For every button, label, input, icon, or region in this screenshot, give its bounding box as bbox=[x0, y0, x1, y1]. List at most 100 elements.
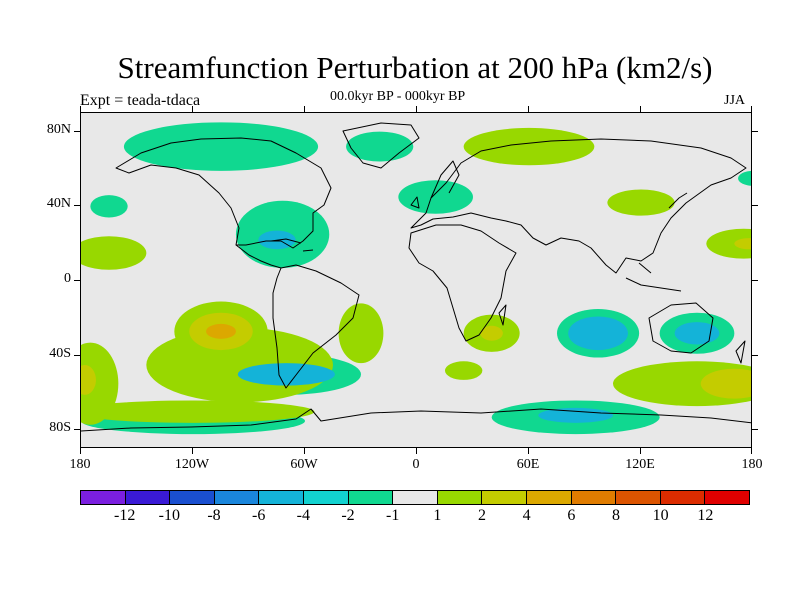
contour-region-4 bbox=[480, 325, 503, 341]
lon-tick-label: 120E bbox=[625, 457, 655, 472]
contour-region--2 bbox=[398, 180, 473, 214]
experiment-label: Expt = teada-tdaca bbox=[80, 92, 201, 109]
contour-region--2 bbox=[90, 195, 128, 218]
colorbar-label: -12 bbox=[113, 507, 136, 524]
lat-tick bbox=[752, 429, 758, 431]
colorbar-label: 1 bbox=[433, 507, 442, 524]
colorbar-label: -1 bbox=[385, 507, 400, 524]
coastline-antarctica bbox=[81, 408, 751, 432]
coastline-africa bbox=[408, 224, 517, 342]
lat-tick bbox=[74, 429, 80, 431]
lat-tick bbox=[74, 205, 80, 207]
coastline-central-america bbox=[235, 244, 282, 269]
lon-tick bbox=[80, 448, 81, 454]
lon-tick bbox=[80, 106, 81, 112]
colorbar-label: 8 bbox=[612, 507, 620, 524]
coastline-britain bbox=[410, 196, 420, 209]
colorbar-bin bbox=[526, 491, 572, 504]
colorbar-bin bbox=[660, 491, 706, 504]
contour-region-2 bbox=[607, 189, 675, 216]
lat-tick bbox=[74, 280, 80, 281]
coastline-madagascar bbox=[498, 304, 507, 326]
lat-tick bbox=[74, 130, 80, 132]
coastline-scandinavia bbox=[430, 160, 460, 199]
colorbar-bin bbox=[170, 491, 215, 504]
lon-tick bbox=[751, 106, 752, 112]
contour-region--2 bbox=[346, 131, 414, 162]
lon-tick-label: 0 bbox=[412, 457, 420, 472]
colorbar-bin bbox=[259, 491, 304, 504]
colorbar-bin bbox=[214, 491, 260, 504]
lon-tick bbox=[751, 448, 752, 454]
lat-tick bbox=[752, 354, 758, 356]
contour-regions bbox=[81, 122, 751, 435]
lon-tick bbox=[640, 448, 641, 454]
lon-tick-label: 180 bbox=[741, 457, 763, 472]
lat-tick bbox=[752, 280, 758, 281]
colorbar-bin bbox=[393, 491, 438, 504]
colorbar-bin bbox=[571, 491, 617, 504]
colorbar-label: -10 bbox=[158, 507, 180, 524]
chart-title: Streamfunction Perturbation at 200 hPa (… bbox=[117, 50, 713, 85]
colorbar-bin bbox=[616, 491, 661, 504]
coastline-new-zealand bbox=[735, 340, 746, 364]
lon-tick bbox=[640, 106, 641, 112]
coastline-south-america bbox=[272, 264, 360, 389]
lon-tick bbox=[416, 106, 417, 112]
coastlines bbox=[81, 122, 751, 432]
contour-region-4 bbox=[734, 238, 751, 250]
colorbar-bin bbox=[482, 491, 527, 504]
lon-tick bbox=[304, 448, 305, 454]
contour-region-2 bbox=[338, 303, 384, 364]
coastline-japan bbox=[668, 192, 688, 209]
lon-tick bbox=[528, 106, 529, 112]
contour-region--4 bbox=[237, 363, 335, 386]
contour-region-6 bbox=[206, 323, 236, 339]
colorbar-label: 2 bbox=[478, 507, 486, 524]
contour-region-2 bbox=[81, 236, 147, 270]
colorbar-bin bbox=[81, 491, 126, 504]
contour-region-4 bbox=[700, 368, 751, 399]
colorbar-label: 4 bbox=[522, 507, 531, 524]
contour-region--4 bbox=[538, 407, 613, 423]
contour-region-2 bbox=[463, 127, 595, 166]
lat-tick-label: 40N bbox=[46, 196, 71, 212]
lon-tick bbox=[304, 106, 305, 112]
lat-tick-label: 0 bbox=[64, 271, 71, 286]
colorbar-bin bbox=[348, 491, 394, 504]
coastline-indonesia bbox=[625, 262, 682, 292]
map-frame bbox=[80, 112, 752, 448]
contour-region--2 bbox=[738, 170, 751, 186]
lat-tick-label: 80N bbox=[46, 121, 71, 137]
lon-tick-label: 60W bbox=[290, 457, 318, 472]
contour-region--4 bbox=[568, 316, 628, 351]
colorbar-bin bbox=[705, 491, 749, 504]
lon-tick bbox=[192, 106, 193, 112]
season-label: JJA bbox=[724, 93, 746, 108]
contour-region-2 bbox=[445, 361, 483, 380]
colorbar-label: 10 bbox=[652, 507, 669, 524]
coastline-eurasia bbox=[410, 138, 747, 274]
lon-tick bbox=[528, 448, 529, 454]
colorbar-label: -4 bbox=[296, 507, 310, 524]
lon-tick bbox=[192, 448, 193, 454]
colorbar-bin bbox=[125, 491, 171, 504]
lat-tick bbox=[752, 205, 758, 207]
contour-region-4 bbox=[81, 365, 96, 395]
colorbar-label: 6 bbox=[567, 507, 576, 524]
contour-region-2 bbox=[81, 400, 315, 423]
contour-region-2 bbox=[706, 228, 751, 259]
lat-tick-label: 40S bbox=[49, 345, 71, 361]
lat-tick bbox=[74, 354, 80, 356]
lon-tick-label: 180 bbox=[69, 457, 91, 472]
colorbar bbox=[80, 490, 750, 505]
lon-tick-label: 120W bbox=[174, 457, 210, 472]
map-plot bbox=[81, 122, 751, 435]
colorbar-label: -8 bbox=[207, 507, 221, 524]
coastline-caribbean bbox=[270, 238, 314, 252]
coastline-north-america bbox=[115, 137, 332, 249]
lon-tick bbox=[416, 448, 417, 454]
colorbar-label: -6 bbox=[251, 507, 266, 524]
colorbar-label: -2 bbox=[341, 507, 355, 524]
contour-region--2 bbox=[123, 122, 319, 171]
